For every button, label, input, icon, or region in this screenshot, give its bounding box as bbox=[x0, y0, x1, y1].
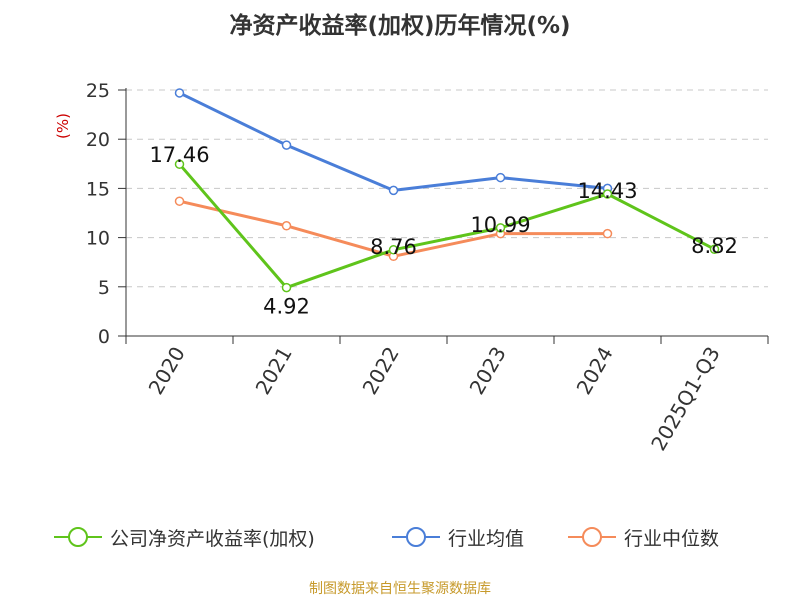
y-axis-label: (%) bbox=[54, 113, 72, 139]
data-label-company: 8.76 bbox=[370, 235, 417, 259]
x-tick-label: 2025Q1-Q3 bbox=[646, 343, 725, 455]
chart-title: 净资产收益率(加权)历年情况(%) bbox=[229, 13, 571, 39]
data-label-company: 8.82 bbox=[691, 234, 738, 258]
data-point-avg bbox=[388, 185, 399, 196]
data-point-avg bbox=[281, 140, 292, 150]
legend-company-label: 公司净资产收益率(加权) bbox=[110, 527, 315, 550]
y-tick-label: 20 bbox=[86, 129, 110, 151]
x-tick-label: 2023 bbox=[465, 343, 511, 399]
legend-company[interactable]: 公司净资产收益率(加权) bbox=[52, 522, 315, 552]
data-point-company bbox=[388, 245, 399, 255]
legend-median-marker bbox=[568, 527, 616, 547]
data-point-avg bbox=[495, 172, 506, 183]
x-tick-label: 2021 bbox=[251, 343, 297, 399]
x-tick-label: 2024 bbox=[572, 343, 618, 399]
legend-avg[interactable]: 行业均值 bbox=[390, 522, 524, 552]
series-line-company bbox=[178, 163, 716, 290]
series-line-avg bbox=[178, 91, 608, 192]
source-note: 制图数据来自恒生聚源数据库 bbox=[309, 581, 491, 597]
data-point-company bbox=[281, 282, 292, 293]
y-tick-label: 0 bbox=[98, 326, 110, 348]
data-label-company: 4.92 bbox=[263, 295, 310, 319]
y-tick-label: 5 bbox=[98, 277, 110, 299]
data-point-company bbox=[709, 244, 720, 254]
data-point-avg bbox=[174, 88, 185, 98]
legend-company-marker bbox=[54, 527, 102, 547]
legend-avg-marker bbox=[392, 527, 440, 547]
y-tick-label: 10 bbox=[86, 228, 110, 250]
data-point-company bbox=[602, 189, 613, 199]
data-point-median bbox=[602, 228, 613, 239]
data-point-company bbox=[495, 223, 506, 233]
y-tick-label: 25 bbox=[86, 80, 110, 102]
x-tick-label: 2020 bbox=[144, 343, 190, 399]
legend-median[interactable]: 行业中位数 bbox=[566, 522, 719, 552]
x-tick-label: 2022 bbox=[358, 343, 404, 399]
data-point-median bbox=[281, 221, 292, 231]
legend-median-label: 行业中位数 bbox=[624, 527, 720, 550]
legend-avg-label: 行业均值 bbox=[448, 527, 525, 550]
y-tick-label: 15 bbox=[86, 178, 110, 200]
data-point-median bbox=[174, 196, 185, 206]
data-label-company: 14.43 bbox=[577, 179, 637, 203]
data-label-company: 10.99 bbox=[470, 213, 530, 237]
data-label-company: 17.46 bbox=[149, 143, 209, 167]
data-point-company bbox=[174, 159, 185, 169]
